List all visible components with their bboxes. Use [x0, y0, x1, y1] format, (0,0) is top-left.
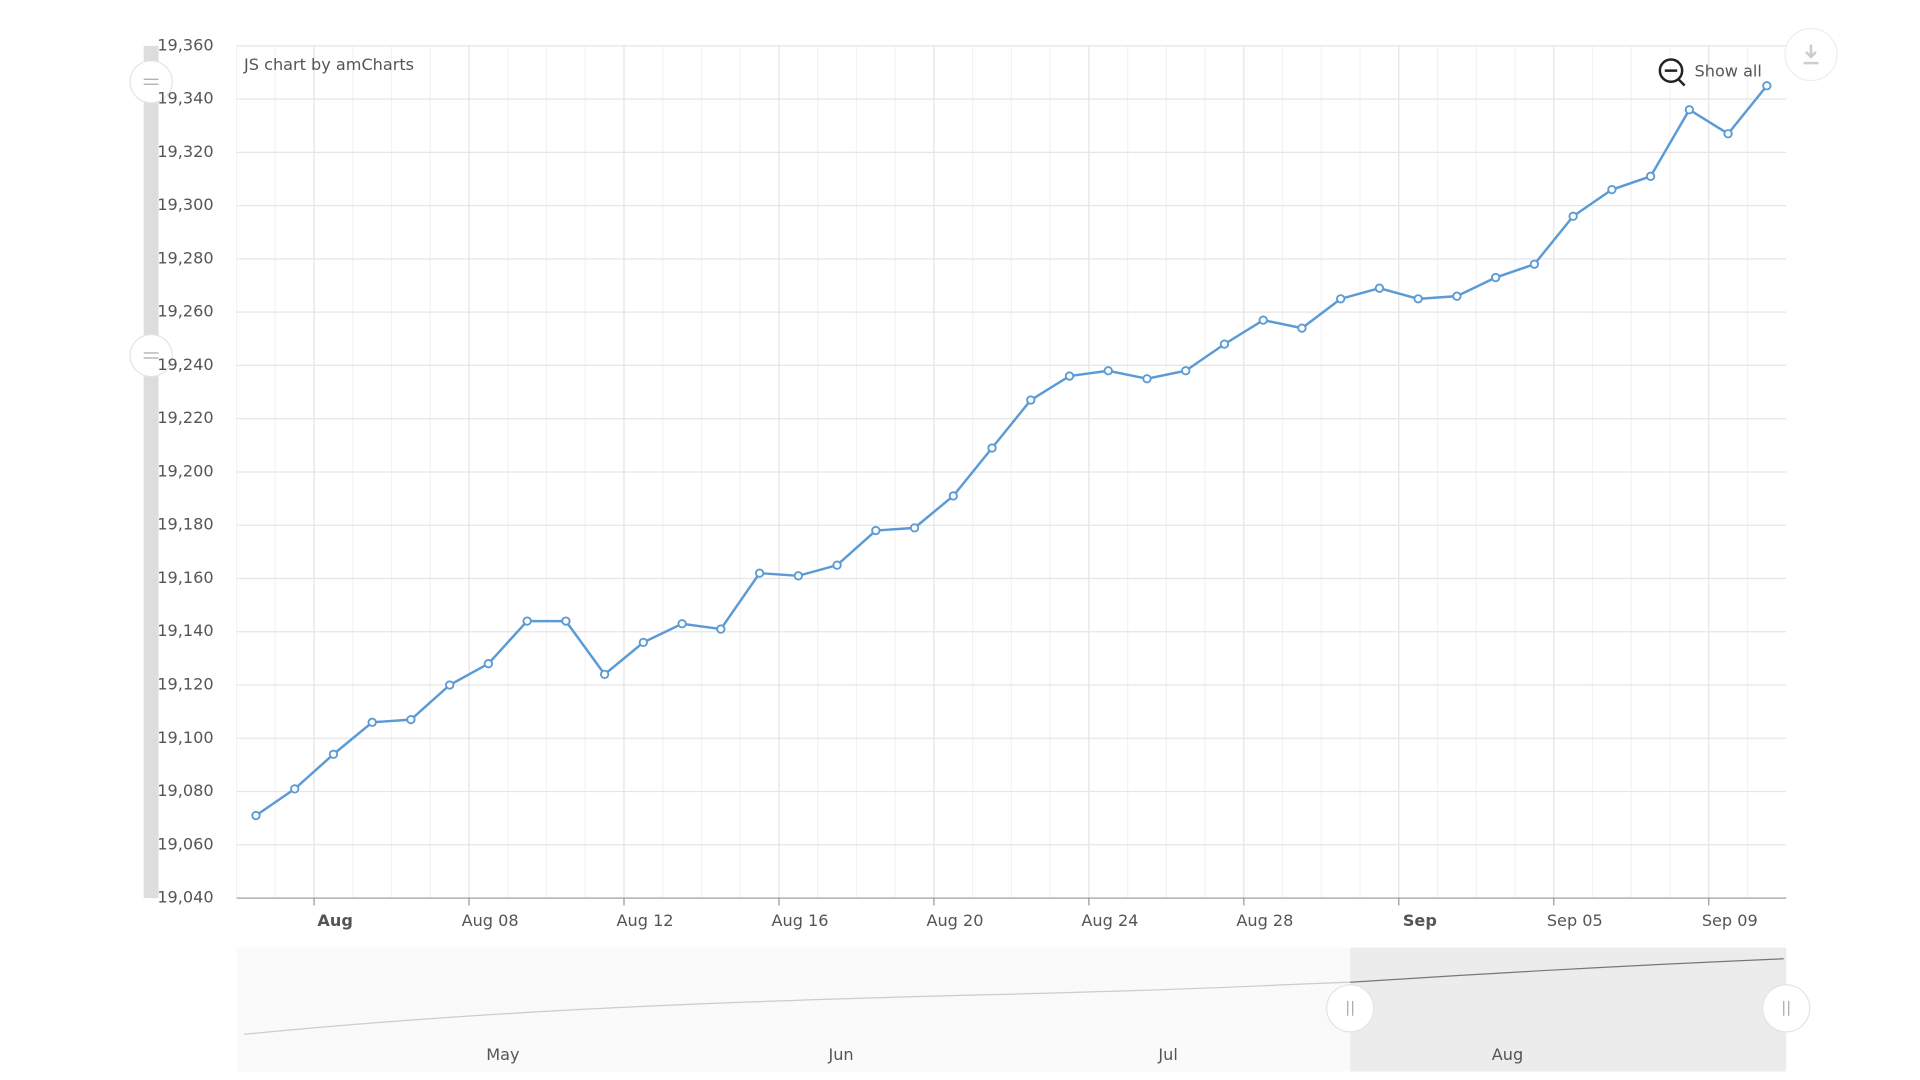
- zoom-icon: [1664, 69, 1686, 87]
- y-tick-label: 19,320: [157, 142, 213, 161]
- navigator-handle[interactable]: [1326, 984, 1375, 1033]
- navigator-labels: May Jun Jul Aug: [486, 1045, 1523, 1064]
- scroll-handle[interactable]: [129, 333, 173, 378]
- y-tick-label: 19,140: [157, 621, 213, 640]
- navigator-line: [1350, 958, 1784, 983]
- data-point: [599, 669, 610, 679]
- data-point: [1413, 294, 1423, 304]
- y-tick-label: 19,260: [157, 302, 213, 321]
- data-point: [1336, 294, 1346, 304]
- data-point: [1762, 81, 1772, 91]
- data-point: [1103, 366, 1113, 376]
- data-point: [793, 571, 803, 581]
- x-tick-label: Sep 09: [1702, 911, 1758, 930]
- data-point: [1181, 366, 1191, 376]
- data-point: [367, 717, 377, 727]
- data-point: [1491, 272, 1501, 283]
- y-tick-label: 19,220: [157, 408, 213, 427]
- data-point: [561, 616, 571, 626]
- y-tick-label: 19,040: [157, 888, 213, 907]
- data-point: [638, 637, 649, 648]
- navigator: May Jun Jul Aug: [236, 947, 1811, 1072]
- y-tick-label: 19,280: [157, 248, 213, 267]
- navigator-label: Jun: [827, 1045, 853, 1064]
- navigator-selection[interactable]: [1350, 947, 1787, 1072]
- y-tick-label: 19,200: [157, 461, 213, 480]
- navigator-label: Aug: [1492, 1045, 1523, 1064]
- data-point: [483, 659, 494, 669]
- x-tick-label: Aug 12: [617, 911, 674, 930]
- data-point: [406, 714, 416, 725]
- data-point: [948, 491, 958, 501]
- chart-root: 19,040 19,060 19,080 19,100 19,120 19,140 19,1…: [129, 27, 1838, 1072]
- scroll-handle[interactable]: [129, 60, 173, 104]
- data-point: [445, 680, 455, 690]
- data-point: [1026, 395, 1036, 405]
- data-point: [1684, 105, 1694, 115]
- navigator-handle[interactable]: [1762, 984, 1811, 1033]
- zoom-out-button[interactable]: Show all: [1658, 58, 1762, 87]
- x-tick-label: Aug 24: [1081, 911, 1138, 930]
- data-point: [1723, 129, 1733, 139]
- handle-grip: [1347, 1000, 1790, 1016]
- data-point: [1529, 259, 1540, 269]
- series-line: [255, 85, 1768, 817]
- data-point: [1219, 339, 1230, 349]
- y-tick-label: 19,180: [157, 515, 213, 534]
- y-tick-label: 19,300: [157, 195, 213, 214]
- credit: JS chart by amCharts: [243, 55, 414, 74]
- data-point: [1064, 371, 1075, 381]
- x-tick-label: Aug 08: [462, 911, 519, 930]
- zoom-label: Show all: [1695, 61, 1762, 80]
- data-point: [987, 443, 997, 453]
- x-tick-label: Sep: [1403, 911, 1437, 930]
- data-point: [1568, 211, 1578, 221]
- y-tick-label: 19,100: [157, 728, 213, 747]
- data-point: [1258, 315, 1268, 325]
- data-point: [1297, 323, 1307, 333]
- y-tick-label: 19,360: [157, 35, 213, 54]
- vertical-scrollbar[interactable]: [143, 45, 159, 899]
- y-tick-label: 19,160: [157, 568, 213, 587]
- data-point: [754, 568, 765, 578]
- zoom-icon: [1658, 58, 1684, 83]
- y-tick-label: 19,340: [157, 89, 213, 108]
- y-tick-label: 19,120: [157, 675, 213, 694]
- data-point: [1607, 184, 1617, 195]
- data-point: [1374, 283, 1385, 293]
- x-tick-label: Sep 05: [1547, 911, 1603, 930]
- x-tick-label: Aug 20: [926, 911, 983, 930]
- data-point: [251, 810, 261, 821]
- data-point: [1452, 291, 1462, 301]
- data-point: [871, 525, 881, 536]
- data-point: [677, 619, 687, 629]
- download-icon: [1803, 44, 1819, 65]
- data-point: [522, 616, 532, 626]
- y-tick-label: 19,060: [157, 834, 213, 853]
- x-tick-label: Aug: [317, 911, 352, 930]
- plot-area: 19,040 19,060 19,080 19,100 19,120 19,140 19,1…: [157, 35, 1787, 930]
- data-point: [1142, 374, 1152, 384]
- y-tick-label: 19,080: [157, 781, 213, 800]
- x-tick-label: Aug 16: [771, 911, 828, 930]
- x-tick-label: Aug 28: [1236, 911, 1293, 930]
- data-point: [328, 749, 339, 759]
- data-point: [290, 784, 300, 794]
- handle-grip: [143, 78, 159, 359]
- navigator-line: [243, 981, 1351, 1035]
- data-point: [716, 624, 726, 634]
- y-tick-label: 19,240: [157, 355, 213, 374]
- data-point: [1645, 171, 1656, 181]
- navigator-label: Jul: [1157, 1045, 1177, 1064]
- navigator-label: May: [486, 1045, 520, 1064]
- data-point: [909, 523, 920, 533]
- data-point: [832, 560, 842, 570]
